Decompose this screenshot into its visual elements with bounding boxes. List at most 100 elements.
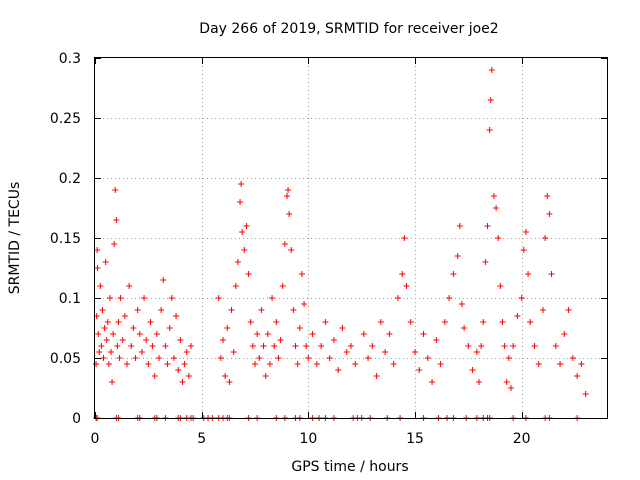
data-point	[101, 325, 108, 331]
data-point	[113, 217, 120, 223]
data-point	[95, 331, 102, 337]
data-point	[578, 361, 585, 367]
data-point	[473, 349, 480, 355]
data-point	[501, 343, 508, 349]
data-point	[535, 361, 542, 367]
data-point	[493, 205, 500, 211]
data-point	[284, 193, 290, 199]
data-point	[170, 355, 177, 361]
data-point	[149, 343, 156, 349]
data-point	[303, 343, 310, 349]
data-point	[326, 355, 333, 361]
y-axis-ticks: 0 0.05 0.1 0.15 0.2 0.25 0.3	[50, 51, 607, 427]
data-point	[241, 247, 248, 253]
y-tick-label: 0.05	[50, 351, 81, 367]
data-point	[126, 283, 133, 289]
data-point	[249, 343, 256, 349]
x-tick-label: 10	[299, 431, 317, 447]
data-point	[416, 367, 423, 373]
data-point	[454, 253, 461, 259]
data-point	[286, 211, 293, 217]
grid	[95, 58, 607, 418]
data-point	[105, 361, 112, 367]
data-point	[574, 373, 581, 379]
data-point	[377, 319, 384, 325]
data-point	[136, 331, 143, 337]
data-point	[569, 355, 576, 361]
data-point	[239, 229, 246, 235]
data-point	[281, 241, 288, 247]
data-point	[103, 337, 110, 343]
data-point	[465, 343, 472, 349]
data-point	[119, 337, 126, 343]
data-point	[484, 223, 491, 229]
data-point	[252, 361, 258, 367]
data-point	[525, 271, 532, 277]
data-point	[330, 337, 337, 343]
data-point	[476, 379, 482, 385]
data-point	[173, 313, 180, 319]
data-point	[480, 319, 487, 325]
data-point	[290, 307, 297, 313]
data-point	[499, 319, 506, 325]
data-point	[273, 319, 280, 325]
data-point	[294, 361, 301, 367]
data-point	[111, 241, 118, 247]
data-point	[264, 331, 271, 337]
data-point	[224, 325, 231, 331]
data-point	[488, 67, 495, 73]
data-point	[352, 361, 359, 367]
data-point	[433, 337, 440, 343]
data-point	[292, 343, 299, 349]
data-point	[183, 349, 190, 355]
data-point	[339, 325, 346, 331]
data-point	[124, 361, 130, 367]
x-tick-label: 15	[406, 431, 424, 447]
data-point	[486, 127, 493, 133]
data-point	[565, 307, 572, 313]
data-point	[94, 265, 101, 271]
chart-title: Day 266 of 2019, SRMTID for receiver joe…	[199, 21, 498, 37]
y-tick-label: 0.2	[59, 171, 81, 187]
data-point	[522, 229, 529, 235]
data-point	[296, 325, 303, 331]
data-point	[322, 319, 329, 325]
data-point	[495, 235, 502, 241]
data-point	[237, 199, 244, 205]
data-point	[116, 355, 123, 361]
data-point	[234, 259, 241, 265]
data-point	[420, 331, 427, 337]
data-point	[401, 235, 408, 241]
data-point	[429, 379, 436, 385]
data-point	[217, 355, 224, 361]
data-point	[134, 307, 141, 313]
data-point	[232, 283, 239, 289]
data-point	[510, 343, 517, 349]
data-point	[407, 319, 414, 325]
data-point	[175, 367, 182, 373]
data-point	[285, 187, 292, 193]
y-tick-label: 0	[72, 411, 81, 427]
y-tick-label: 0.1	[59, 291, 81, 307]
data-point	[309, 331, 316, 337]
data-point	[262, 373, 269, 379]
data-point	[552, 343, 559, 349]
data-point	[102, 259, 109, 265]
data-point	[520, 247, 527, 253]
data-point	[458, 301, 465, 307]
data-point	[582, 391, 589, 397]
x-axis-label: GPS time / hours	[291, 459, 408, 475]
data-point	[106, 295, 113, 301]
data-point	[185, 373, 192, 379]
data-point	[130, 325, 137, 331]
data-point	[469, 367, 476, 373]
data-point	[441, 319, 448, 325]
data-point	[527, 319, 534, 325]
data-point	[112, 187, 119, 193]
data-point	[188, 343, 194, 349]
data-point	[220, 337, 226, 343]
data-point	[544, 193, 551, 199]
data-point	[132, 355, 139, 361]
data-point	[153, 331, 160, 337]
